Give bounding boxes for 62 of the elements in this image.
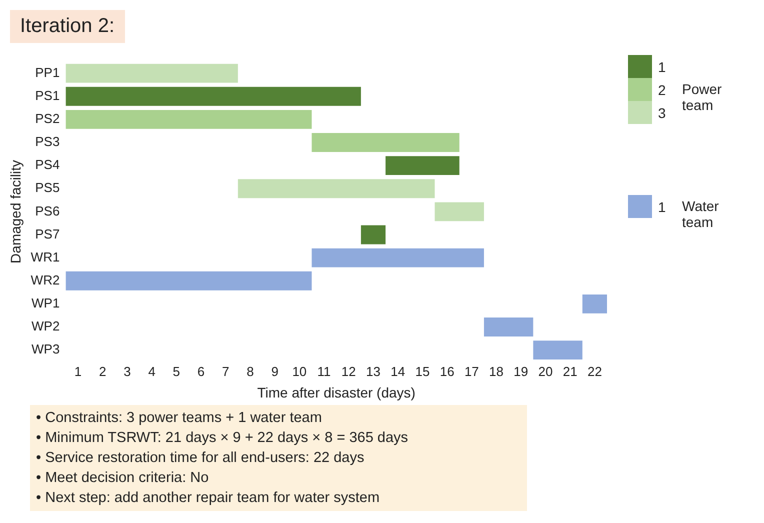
y-tick-label: PP1 <box>35 64 60 80</box>
bar <box>66 110 312 129</box>
x-tick-label: 16 <box>440 364 454 379</box>
x-axis-title: Time after disaster (days) <box>257 384 416 400</box>
text: • Meet decision criteria: No <box>36 469 210 488</box>
y-tick-label: PS5 <box>35 180 60 196</box>
bar <box>312 248 484 268</box>
y-tick-label: WP1 <box>32 296 60 311</box>
x-tick-label: 22 <box>587 364 602 379</box>
chart-title: Iteration 2: <box>10 10 125 43</box>
x-tick-label: 4 <box>148 364 156 379</box>
bar <box>386 156 460 176</box>
x-tick-label: 18 <box>489 364 504 379</box>
x-tick-label: 9 <box>271 364 278 379</box>
y-axis-title: Damaged facility <box>7 160 24 264</box>
x-tick-label: 21 <box>562 364 578 379</box>
bar <box>66 64 238 83</box>
bar <box>66 86 361 106</box>
text: • Next step: add another repair team for water system <box>36 489 381 508</box>
x-tick-label: 6 <box>197 364 205 379</box>
y-tick-label: WP2 <box>32 318 60 334</box>
y-tick-label: WR1 <box>30 249 60 264</box>
x-tick-label: 14 <box>390 364 406 379</box>
x-tick-label: 17 <box>464 364 479 379</box>
x-tick-label: 8 <box>246 364 254 379</box>
y-tick-label: PS4 <box>35 157 60 172</box>
y-tick-label: PS1 <box>35 88 60 103</box>
bar <box>66 271 312 290</box>
bar <box>360 225 386 244</box>
x-tick-label: 3 <box>124 364 131 379</box>
bar <box>533 340 582 360</box>
x-tick-label: 12 <box>341 364 356 379</box>
x-tick-label: 10 <box>292 364 307 379</box>
x-tick-label: 20 <box>538 364 553 379</box>
y-tick-label: PS3 <box>35 134 60 150</box>
y-tick-label: PS7 <box>35 226 60 242</box>
y-tick-label: PS6 <box>35 203 60 218</box>
bar <box>238 179 435 198</box>
legend-label: 2 <box>658 82 666 98</box>
text: • Constraints: 3 power teams + 1 water team <box>36 409 323 428</box>
bar <box>312 133 460 152</box>
x-tick-label: 13 <box>366 364 380 379</box>
text: Water team <box>682 198 719 230</box>
x-tick-label: 7 <box>222 364 230 379</box>
text: • Service restoration time for all end-users: 22 days <box>36 449 366 468</box>
x-tick-label: 2 <box>98 364 106 379</box>
text: Power team <box>682 80 722 112</box>
x-tick-label: 19 <box>514 364 528 379</box>
bar <box>582 294 607 314</box>
bar <box>434 202 484 222</box>
legend-label: 1 <box>658 58 666 74</box>
bar <box>484 318 534 336</box>
legend-label: 3 <box>658 104 666 120</box>
text: • Minimum TSRWT: 21 days × 9 + 22 days × 8 = 365 days <box>36 429 410 448</box>
y-tick-label: PS2 <box>35 111 60 126</box>
x-tick-label: 11 <box>317 364 331 379</box>
x-tick-label: 15 <box>415 364 430 379</box>
y-tick-label: WR2 <box>30 272 60 288</box>
x-tick-label: 5 <box>172 364 180 379</box>
y-tick-label: WP3 <box>32 342 60 357</box>
legend-label: 1 <box>658 198 666 214</box>
x-tick-label: 1 <box>74 364 82 379</box>
